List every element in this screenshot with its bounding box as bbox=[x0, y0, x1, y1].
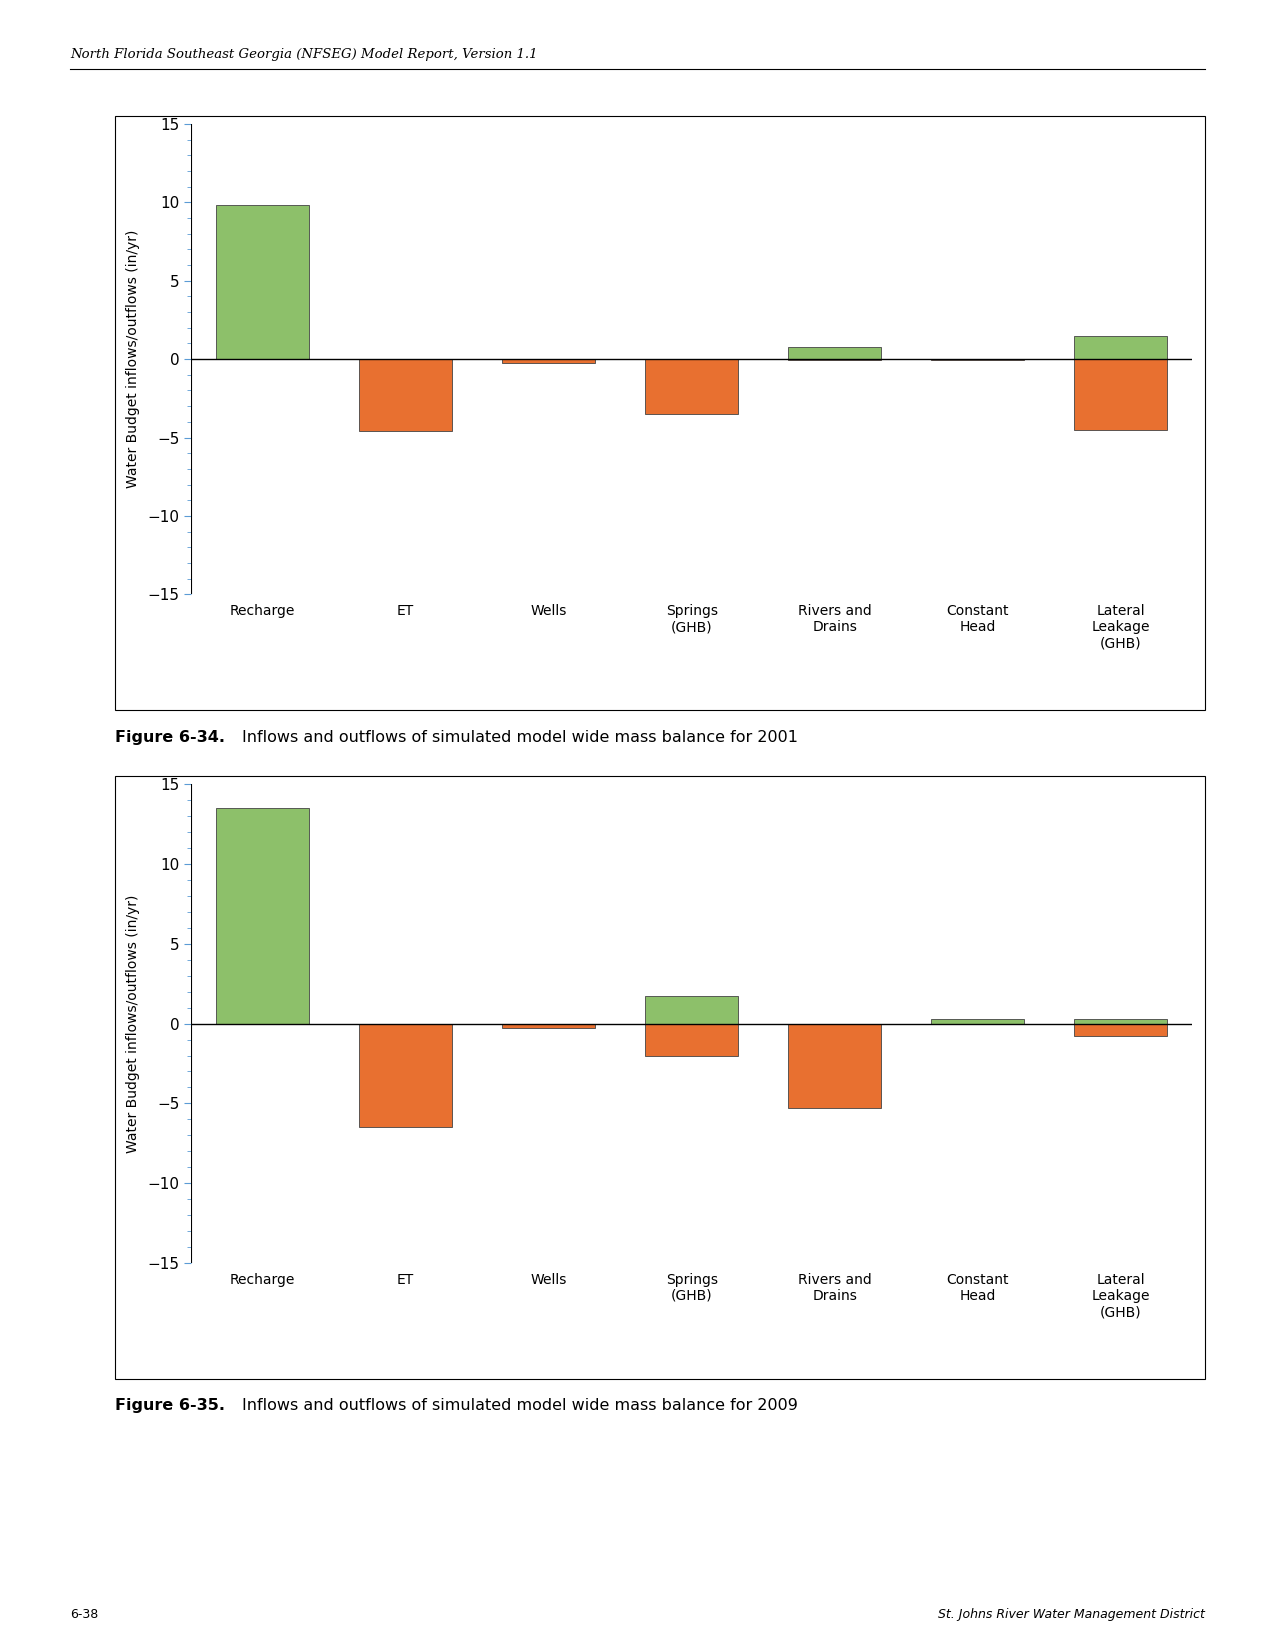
Text: Figure 6-34.: Figure 6-34. bbox=[115, 730, 224, 745]
Text: Inflows and outflows of simulated model wide mass balance for 2009: Inflows and outflows of simulated model … bbox=[242, 1398, 798, 1413]
Text: St. Johns River Water Management District: St. Johns River Water Management Distric… bbox=[938, 1608, 1205, 1621]
Bar bbox=[217, 809, 310, 1024]
Text: Figure 6-35.: Figure 6-35. bbox=[115, 1398, 224, 1413]
Text: North Florida Southeast Georgia (NFSEG) Model Report, Version 1.1: North Florida Southeast Georgia (NFSEG) … bbox=[70, 48, 538, 61]
Bar bbox=[360, 360, 453, 431]
Bar bbox=[1074, 360, 1167, 429]
Text: Inflows and outflows of simulated model wide mass balance for 2001: Inflows and outflows of simulated model … bbox=[242, 730, 798, 745]
Text: 6-38: 6-38 bbox=[70, 1608, 98, 1621]
Bar bbox=[1074, 1024, 1167, 1037]
Bar bbox=[788, 347, 881, 360]
Bar bbox=[502, 1024, 595, 1027]
Bar bbox=[502, 360, 595, 363]
Bar bbox=[788, 1024, 881, 1108]
Bar bbox=[645, 1024, 738, 1055]
Bar bbox=[645, 997, 738, 1024]
Bar bbox=[1074, 335, 1167, 360]
Y-axis label: Water Budget inflows/outflows (in/yr): Water Budget inflows/outflows (in/yr) bbox=[126, 895, 140, 1152]
Bar bbox=[360, 1024, 453, 1128]
Bar bbox=[645, 360, 738, 414]
Y-axis label: Water Budget inflows/outflows (in/yr): Water Budget inflows/outflows (in/yr) bbox=[126, 229, 140, 489]
Bar bbox=[217, 205, 310, 360]
Bar bbox=[931, 1019, 1024, 1024]
Bar bbox=[1074, 1019, 1167, 1024]
